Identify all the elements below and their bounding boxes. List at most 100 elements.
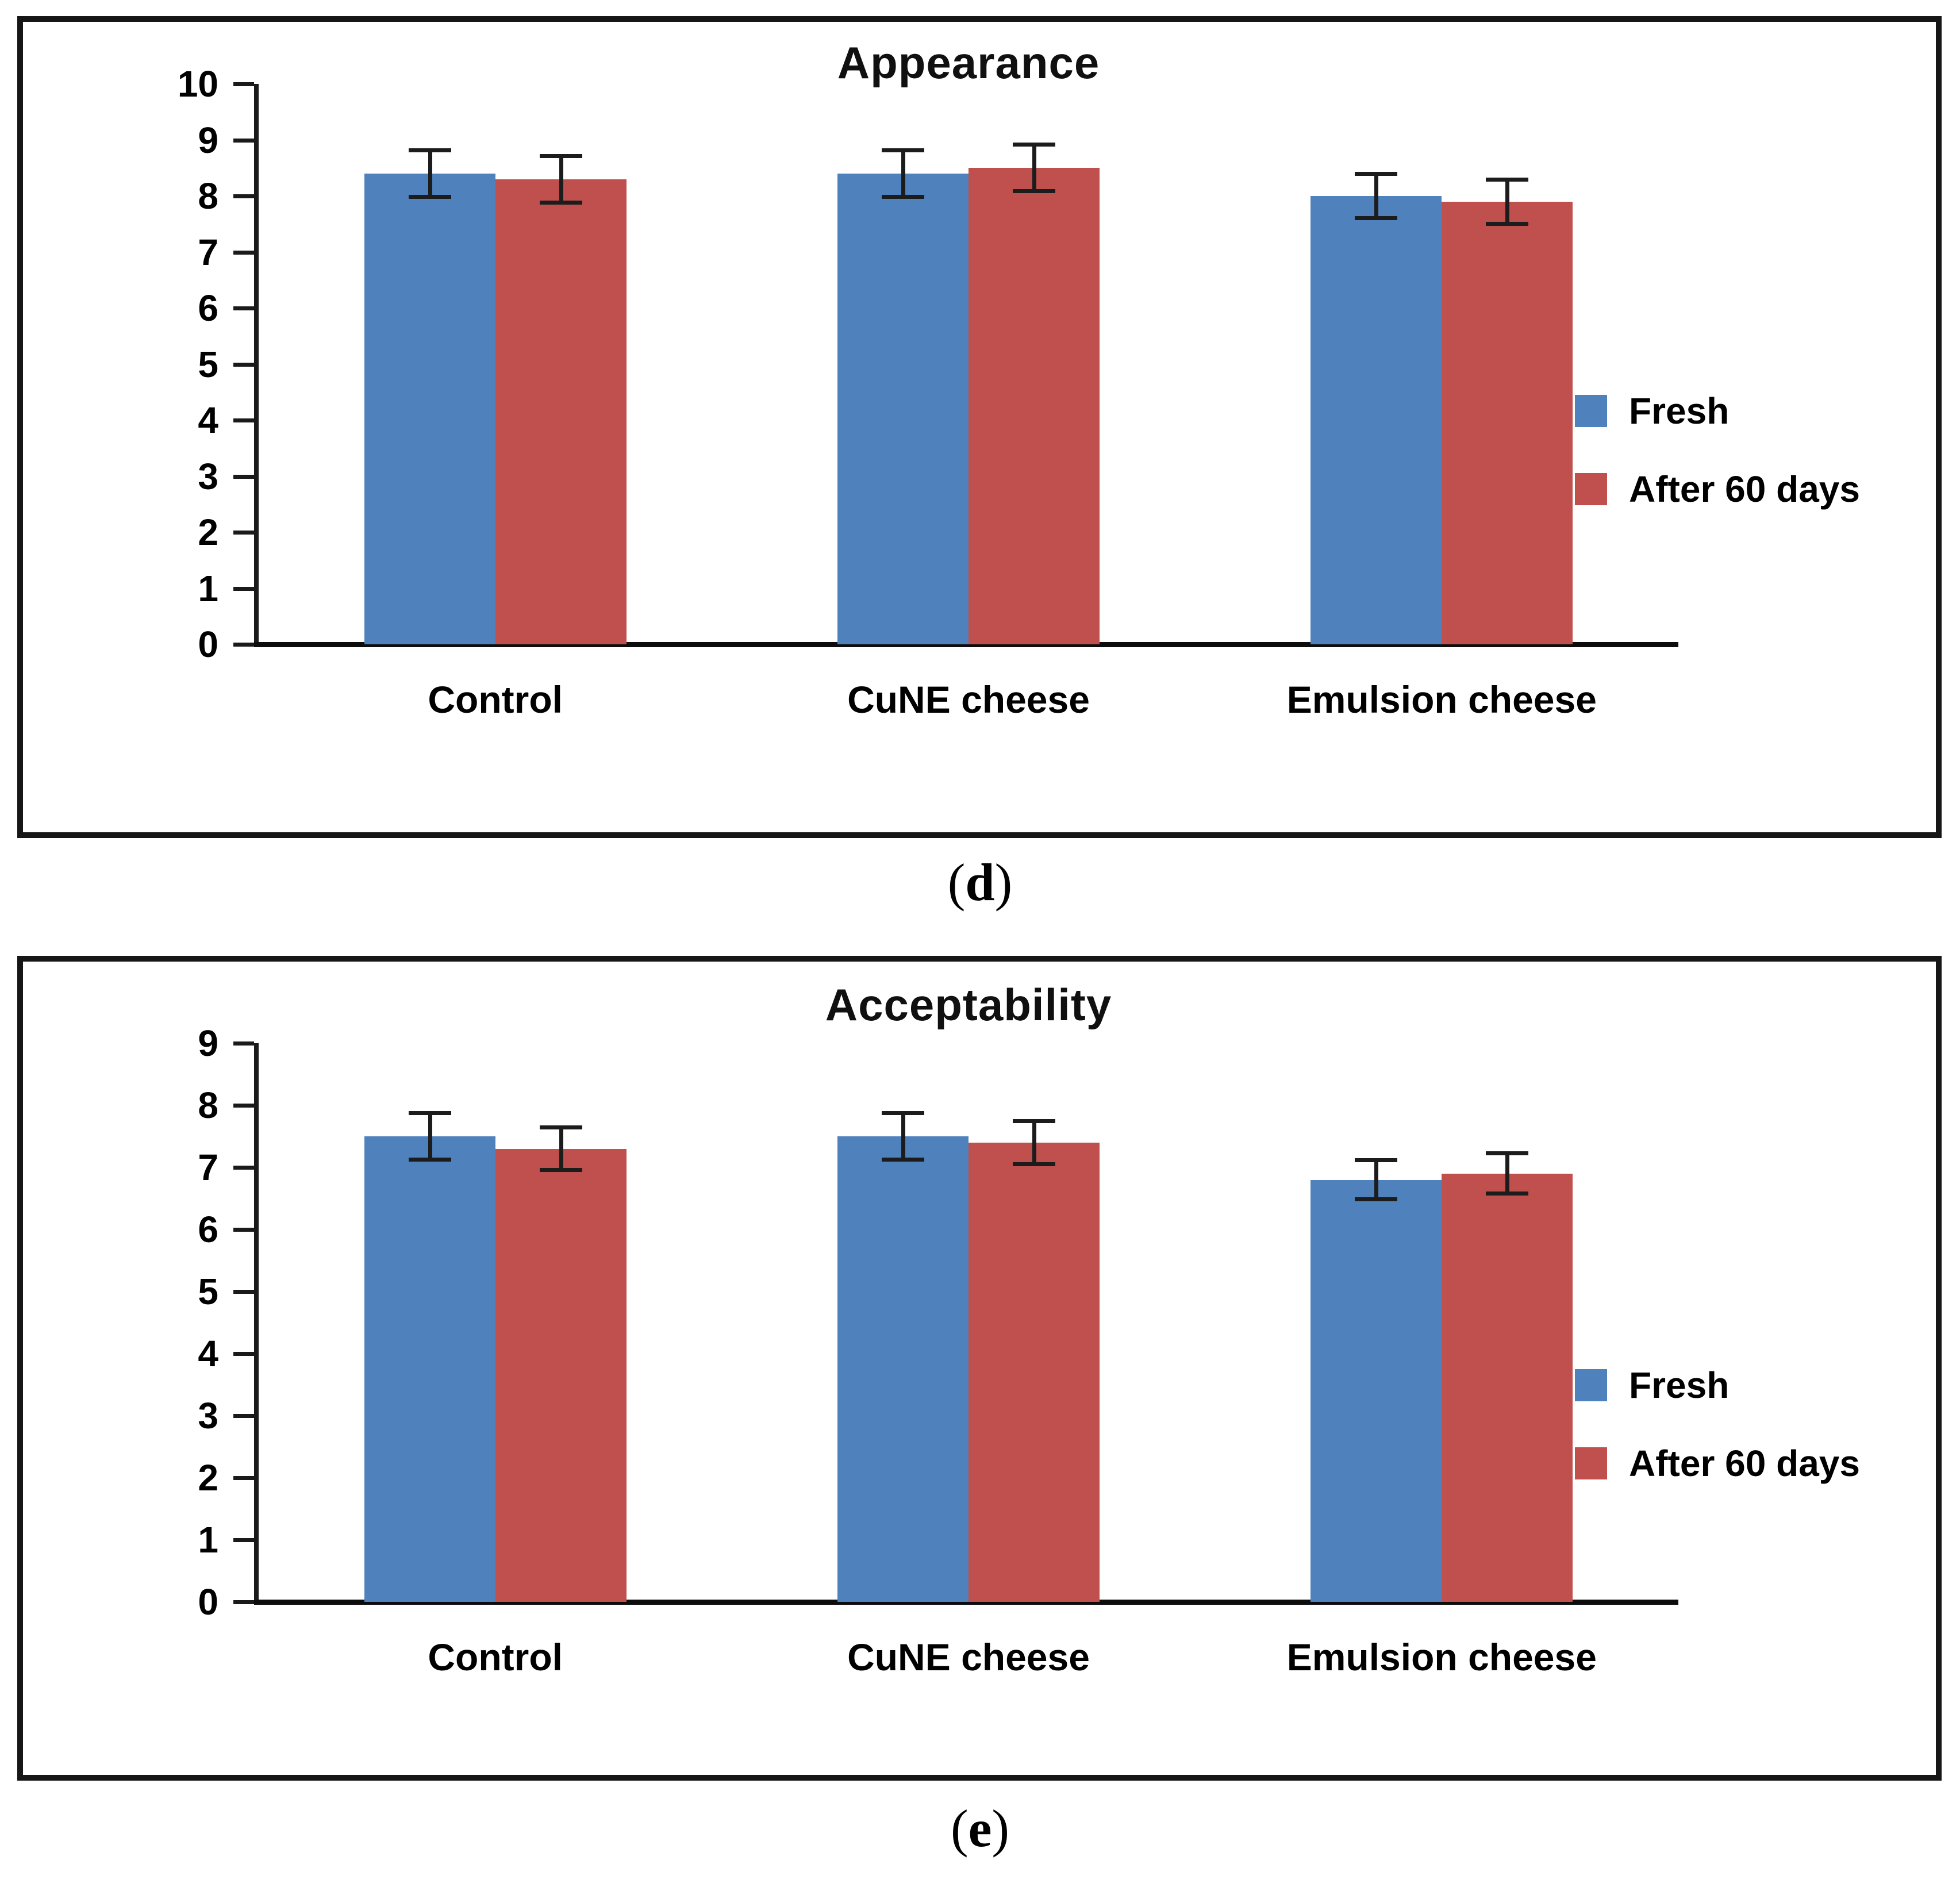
x-category-label: Control xyxy=(428,678,563,721)
error-bar-line xyxy=(1374,1160,1379,1200)
error-bar-line xyxy=(559,155,563,203)
error-bar-cap-top xyxy=(1013,143,1055,147)
y-tick-mark xyxy=(233,1228,254,1232)
caption-e-close: ) xyxy=(991,1799,1010,1858)
legend: Fresh After 60 days xyxy=(1575,1364,1860,1520)
y-tick-label: 3 xyxy=(198,1395,218,1436)
error-bar-line xyxy=(428,150,432,197)
error-bar-cap-bottom xyxy=(408,1158,451,1162)
y-tick-mark xyxy=(233,1352,254,1356)
error-bar-cap-top xyxy=(539,1125,582,1129)
y-tick-mark xyxy=(233,138,254,143)
y-tick-label: 7 xyxy=(198,1147,218,1188)
y-tick-label: 2 xyxy=(198,512,218,553)
legend-label: After 60 days xyxy=(1629,468,1860,510)
y-tick-label: 1 xyxy=(198,1519,218,1561)
y-axis-line xyxy=(254,1043,259,1605)
y-tick-mark xyxy=(233,643,254,647)
x-category-label: Emulsion cheese xyxy=(1286,678,1597,721)
error-bar-cap-top xyxy=(882,1110,924,1115)
error-bar-cap-bottom xyxy=(1486,1192,1529,1196)
y-tick-mark xyxy=(233,586,254,591)
error-bar-cap-bottom xyxy=(408,194,451,199)
y-tick-mark xyxy=(233,82,254,86)
error-bar-cap-bottom xyxy=(539,1168,582,1173)
bar-fresh xyxy=(364,174,495,644)
y-tick-mark xyxy=(233,1414,254,1418)
error-bar-cap-top xyxy=(408,1110,451,1115)
x-category-label: Emulsion cheese xyxy=(1286,1636,1597,1678)
legend-item-fresh: Fresh xyxy=(1575,1364,1860,1406)
y-tick-mark xyxy=(233,250,254,255)
bar-fresh xyxy=(837,174,969,644)
y-tick-mark xyxy=(233,1476,254,1480)
error-bar-cap-top xyxy=(1486,177,1529,182)
y-tick-mark xyxy=(233,362,254,367)
y-tick-label: 6 xyxy=(198,1209,218,1250)
error-bar-line xyxy=(1505,1153,1510,1194)
error-bar-line xyxy=(1032,1121,1036,1164)
error-bar-cap-top xyxy=(1355,1158,1398,1163)
caption-d-close: ) xyxy=(994,853,1013,912)
bar-fresh xyxy=(1310,1179,1442,1602)
y-tick-mark xyxy=(233,1600,254,1604)
error-bar-cap-bottom xyxy=(539,200,582,205)
x-category-label: Control xyxy=(428,1636,563,1678)
y-tick-label: 4 xyxy=(198,1333,218,1374)
legend: Fresh After 60 days xyxy=(1575,390,1860,546)
bar-after-60-days xyxy=(495,1148,627,1602)
y-tick-mark xyxy=(233,418,254,422)
error-bar-cap-top xyxy=(408,148,451,153)
y-tick-label: 7 xyxy=(198,231,218,273)
y-tick-label: 2 xyxy=(198,1457,218,1498)
caption-e: (e) xyxy=(0,1798,1960,1859)
plot-area: 9 8 7 6 5 4 3 2 1 0 Control CuNE cheese Emulsion che… xyxy=(198,1023,1678,1678)
y-tick-label: 10 xyxy=(177,63,218,105)
chart-title: Acceptability xyxy=(825,979,1112,1030)
legend-swatch-icon xyxy=(1575,1369,1607,1401)
error-bar-line xyxy=(1032,144,1036,192)
caption-d-open: ( xyxy=(947,853,966,912)
appearance-panel: Appearance 10 9 8 7 6 5 4 3 2 1 0 Control CuNE cheese… xyxy=(17,16,1942,838)
chart-title: Appearance xyxy=(837,37,1100,88)
legend-swatch-icon xyxy=(1575,1447,1607,1479)
error-bar-cap-top xyxy=(1355,172,1398,176)
plot-area: 10 9 8 7 6 5 4 3 2 1 0 Control CuNE cheese Emulsion c… xyxy=(178,63,1678,721)
x-category-label: CuNE cheese xyxy=(847,678,1090,721)
y-tick-label: 8 xyxy=(198,175,218,217)
error-bar-cap-top xyxy=(1486,1151,1529,1156)
y-tick-label: 8 xyxy=(198,1085,218,1126)
y-tick-label: 3 xyxy=(198,455,218,497)
y-tick-label: 9 xyxy=(198,119,218,161)
caption-e-letter: e xyxy=(968,1799,992,1858)
legend-label: After 60 days xyxy=(1629,1443,1860,1484)
appearance-chart: Appearance 10 9 8 7 6 5 4 3 2 1 0 Control CuNE cheese… xyxy=(23,22,1936,832)
error-bar-cap-bottom xyxy=(1486,221,1529,226)
y-axis-line xyxy=(254,84,259,647)
legend-label: Fresh xyxy=(1629,1365,1730,1406)
bar-after-60-days xyxy=(1442,201,1573,644)
y-tick-mark xyxy=(233,474,254,479)
caption-e-open: ( xyxy=(950,1799,969,1858)
legend-item-after-60-days: After 60 days xyxy=(1575,1442,1860,1485)
x-axis-line xyxy=(254,642,1678,647)
acceptability-chart: Acceptability 9 8 7 6 5 4 3 2 1 0 Control CuNE chees… xyxy=(23,962,1936,1775)
bar-after-60-days xyxy=(1442,1173,1573,1602)
bar-after-60-days xyxy=(969,1142,1100,1602)
error-bar-cap-top xyxy=(1013,1119,1055,1123)
error-bar-line xyxy=(1374,174,1379,218)
error-bar-cap-bottom xyxy=(1013,1162,1055,1166)
y-tick-mark xyxy=(233,194,254,198)
y-tick-mark xyxy=(233,1538,254,1542)
acceptability-panel: Acceptability 9 8 7 6 5 4 3 2 1 0 Control CuNE chees… xyxy=(17,956,1942,1781)
y-tick-label: 6 xyxy=(198,287,218,329)
y-tick-mark xyxy=(233,1290,254,1294)
legend-swatch-icon xyxy=(1575,395,1607,427)
legend-item-fresh: Fresh xyxy=(1575,390,1860,432)
error-bar-cap-top xyxy=(882,148,924,153)
y-tick-label: 1 xyxy=(198,567,218,609)
bar-fresh xyxy=(364,1136,495,1602)
y-tick-label: 5 xyxy=(198,343,218,385)
y-tick-mark xyxy=(233,531,254,535)
bar-after-60-days xyxy=(969,168,1100,644)
